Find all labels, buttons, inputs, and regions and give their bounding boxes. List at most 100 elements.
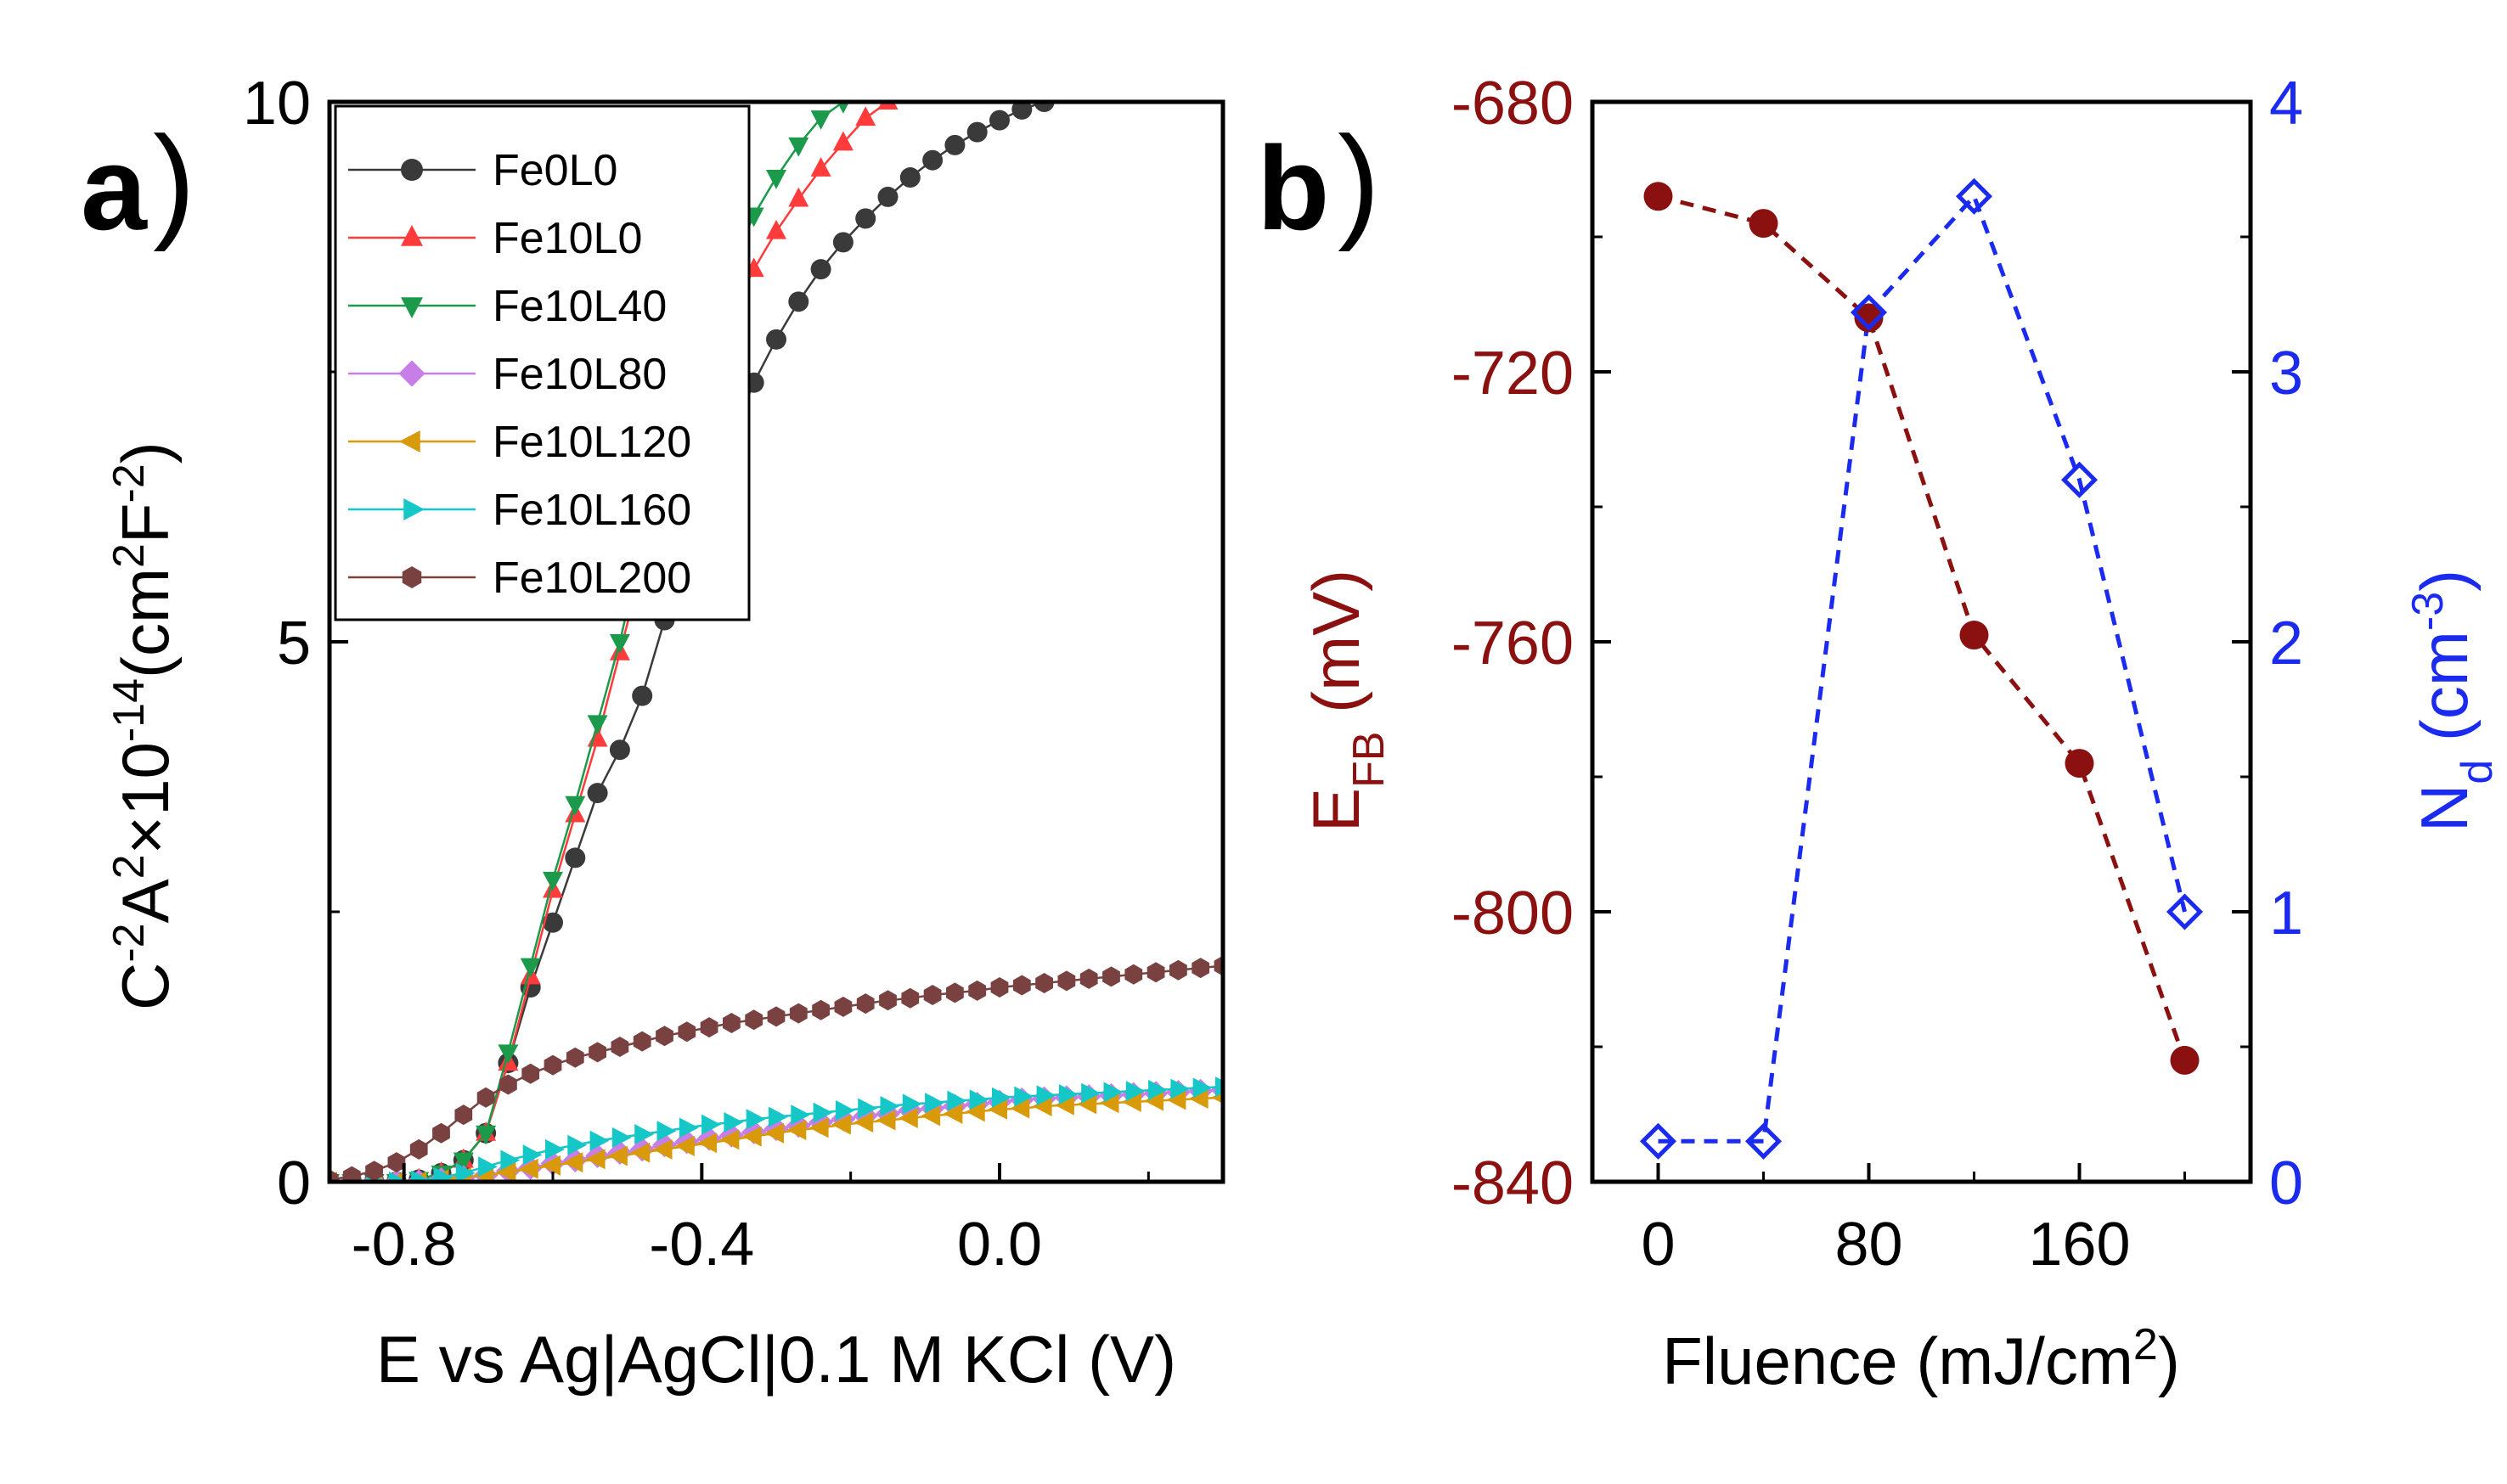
- point-Fe10L160: [746, 1109, 766, 1130]
- point-Fe10L40: [837, 102, 850, 114]
- point-Fe10L200: [946, 982, 964, 1003]
- point-Fe10L120: [1188, 1088, 1208, 1110]
- point-Fe10L160: [925, 1093, 944, 1114]
- point-Fe10L120: [1032, 1095, 1052, 1116]
- point-Fe10L160: [589, 1130, 610, 1151]
- legend-marker-Fe10L200: [402, 566, 422, 588]
- point-Fe10L40: [766, 170, 786, 189]
- point-Fe10L120: [518, 1158, 538, 1179]
- x-tick-label: 0: [1641, 1211, 1675, 1279]
- x-tick-label: -0.4: [649, 1211, 754, 1279]
- point-Fe10L200: [745, 1009, 763, 1031]
- point-Fe10L40: [788, 137, 809, 157]
- point-Fe10L200: [476, 1087, 495, 1108]
- legend-label-Fe10L0: Fe10L0: [493, 214, 642, 263]
- point-Fe0L0: [989, 110, 1010, 131]
- point-Fe10L160: [455, 1162, 476, 1182]
- point-Fe10L160: [1014, 1086, 1034, 1107]
- point-Fe10L200: [678, 1021, 696, 1043]
- legend-label-Fe10L40: Fe10L40: [493, 282, 667, 331]
- point-Fe10L200: [1102, 966, 1120, 987]
- point-Fe10L120: [1122, 1091, 1141, 1112]
- point-Fe10L40: [543, 871, 563, 891]
- legend-marker-Fe10L120: [399, 430, 420, 453]
- point-Fe10L160: [634, 1124, 654, 1145]
- point-Fe10L200: [611, 1037, 629, 1057]
- point-Fe10L120: [921, 1105, 941, 1127]
- point-Fe0L0: [632, 685, 653, 706]
- point-Fe10L0: [855, 106, 876, 126]
- point-Fe10L120: [541, 1155, 561, 1176]
- point-Fe10L120: [899, 1107, 918, 1128]
- point-Fe10L200: [409, 1138, 428, 1160]
- panel-a-legend: Fe0L0 Fe10L0 Fe10L40 Fe10L80 Fe10L120 Fe10L16…: [334, 104, 751, 621]
- panel-b-axes: 0 80 160 -840 -800 -760 -720 -680 0 1 2 3 4: [1451, 70, 2303, 1279]
- x-tick-label: -0.8: [352, 1211, 457, 1279]
- point-Fe10L200: [1146, 962, 1165, 983]
- point-Fe10L200: [499, 1074, 517, 1095]
- point-Fe0L0: [922, 149, 944, 171]
- y-right-tick-label: 2: [2269, 610, 2303, 677]
- point-Fe10L160: [411, 1170, 431, 1182]
- point-E_FB: [1749, 209, 1778, 239]
- y-right-tick-label: 4: [2269, 70, 2303, 138]
- point-Fe10L200: [589, 1042, 606, 1063]
- point-Fe10L120: [965, 1101, 985, 1122]
- y-left-tick-label: -840: [1451, 1150, 1574, 1217]
- x-tick-label: 160: [2028, 1211, 2130, 1279]
- panel-a-series-group: [330, 102, 1223, 1182]
- point-Fe10L40: [565, 795, 586, 816]
- point-Fe0L0: [966, 121, 988, 143]
- point-Fe10L160: [1170, 1078, 1191, 1099]
- point-Fe10L160: [478, 1156, 498, 1178]
- point-E_FB: [1854, 303, 1884, 333]
- point-Fe10L40: [498, 1044, 519, 1065]
- point-Fe10L160: [1081, 1082, 1101, 1104]
- point-Fe10L120: [1077, 1093, 1097, 1115]
- point-Fe10L200: [901, 987, 920, 1009]
- point-Fe10L160: [611, 1127, 632, 1148]
- point-Fe10L160: [656, 1121, 677, 1142]
- point-Fe10L120: [1144, 1090, 1164, 1111]
- point-Fe10L120: [1166, 1089, 1186, 1110]
- point-Fe10L120: [585, 1149, 606, 1170]
- point-Fe10L200: [387, 1152, 406, 1173]
- point-Fe0L0: [810, 259, 831, 280]
- point-Fe10L160: [791, 1105, 811, 1126]
- point-Fe10L200: [1214, 955, 1223, 976]
- point-E_FB: [2170, 1045, 2200, 1075]
- point-Fe10L40: [453, 1152, 474, 1172]
- panel-b-ylabel-left: EFB (mV): [1299, 570, 1394, 832]
- point-Fe10L120: [786, 1119, 807, 1140]
- point-Fe10L200: [432, 1122, 450, 1144]
- point-Fe10L40: [609, 634, 630, 654]
- point-Fe10L120: [675, 1136, 695, 1157]
- point-Fe10L200: [767, 1006, 786, 1027]
- point-Fe10L200: [1035, 972, 1053, 993]
- y-right-tick-label: 3: [2269, 340, 2303, 408]
- point-E_FB: [2065, 749, 2094, 779]
- point-Fe10L120: [719, 1129, 740, 1150]
- point-N_d: [2060, 461, 2099, 498]
- point-Fe10L200: [1124, 964, 1143, 985]
- legend-label-Fe10L120: Fe10L120: [493, 418, 691, 467]
- point-Fe10L200: [1057, 970, 1076, 992]
- y-left-tick-label: -720: [1451, 340, 1574, 408]
- point-Fe10L160: [902, 1093, 922, 1115]
- point-Fe10L200: [544, 1054, 562, 1076]
- point-Fe10L200: [812, 999, 830, 1020]
- point-Fe10L200: [834, 996, 853, 1017]
- panel-b-label: b: [1257, 121, 1330, 255]
- point-Fe10L200: [521, 1063, 540, 1084]
- point-Fe10L0: [766, 219, 786, 239]
- point-Fe10L160: [679, 1117, 699, 1138]
- point-N_d: [1850, 294, 1888, 331]
- point-Fe10L160: [545, 1138, 565, 1160]
- point-Fe10L120: [563, 1152, 583, 1173]
- point-Fe10L200: [365, 1161, 383, 1182]
- y-tick-label: 10: [243, 70, 311, 138]
- point-Fe10L120: [943, 1103, 963, 1124]
- legend-marker-Fe10L0: [401, 225, 423, 246]
- point-Fe10L80: [898, 1098, 923, 1123]
- point-Fe10L160: [880, 1095, 900, 1116]
